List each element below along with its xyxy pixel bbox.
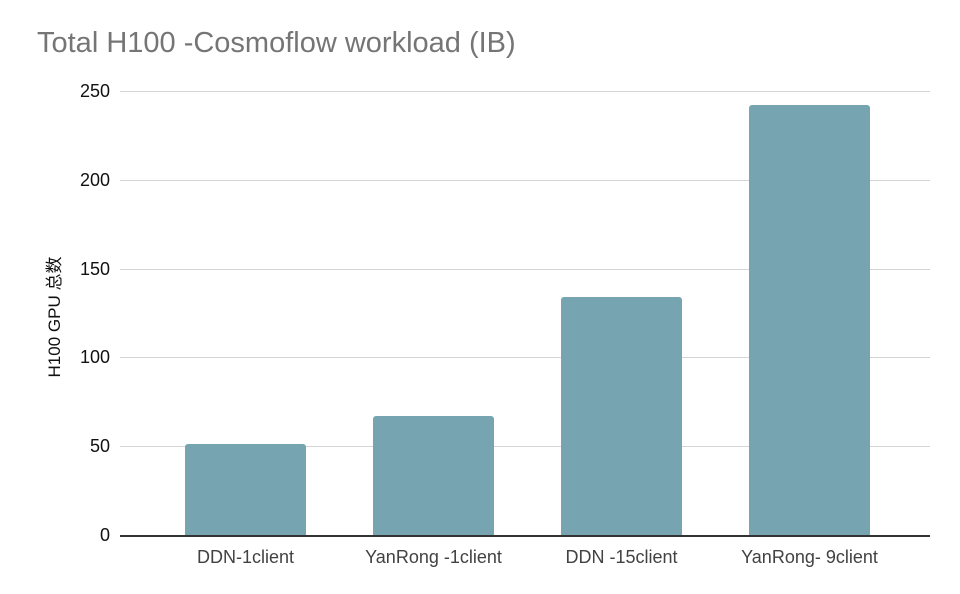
gridline-250 xyxy=(120,91,930,92)
x-tick-label-DDN -15client: DDN -15client xyxy=(565,547,678,567)
x-tick-label-DDN-1client: DDN-1client xyxy=(196,547,295,567)
y-axis-title: H100 GPU 总数 xyxy=(45,256,64,378)
y-tick-label-100: 100 xyxy=(79,347,110,368)
gridline-150 xyxy=(120,268,930,270)
chart-title: Total H100 -Cosmoflow workload (IB) xyxy=(37,27,516,59)
gridline-200 xyxy=(120,179,930,181)
y-tick-label-50: 50 xyxy=(89,436,110,457)
y-tick-label-200: 200 xyxy=(79,169,110,190)
bar-DDN-1client xyxy=(185,444,306,535)
gridline-50 xyxy=(120,446,930,448)
y-tick-label-250: 250 xyxy=(79,81,110,101)
x-tick-label-YanRong -1client: YanRong -1client xyxy=(365,547,502,567)
y-tick-label-0: 0 xyxy=(99,525,110,545)
x-tick-label-YanRong- 9client: YanRong- 9client xyxy=(741,547,878,567)
bar-YanRong -1client xyxy=(373,416,494,535)
y-tick-label-150: 150 xyxy=(79,258,110,279)
plot-area xyxy=(120,91,930,537)
bar-YanRong- 9client xyxy=(749,105,870,535)
gridline-100 xyxy=(120,357,930,359)
bar-DDN -15client xyxy=(561,297,682,535)
